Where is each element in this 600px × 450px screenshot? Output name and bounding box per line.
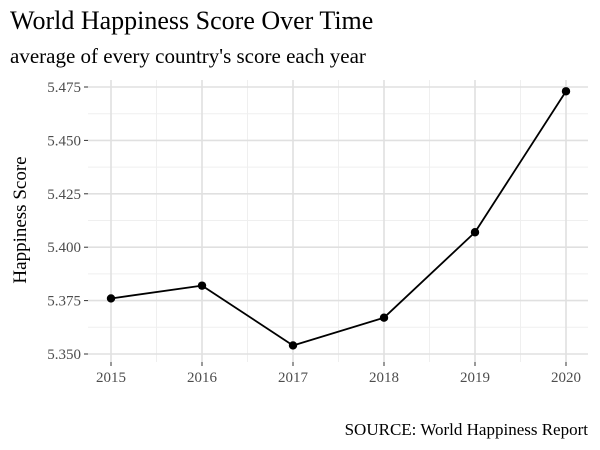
x-tick-label: 2016	[187, 370, 218, 386]
chart-caption: SOURCE: World Happiness Report	[344, 420, 588, 439]
y-tick-label: 5.400	[47, 240, 81, 256]
x-tick-label: 2019	[460, 370, 490, 386]
y-tick-label: 5.450	[47, 133, 81, 149]
series-line	[110, 90, 567, 347]
x-axis: 2015 2016 2017 2018 2019 2020	[96, 362, 581, 386]
x-tick-label: 2017	[278, 370, 309, 386]
y-tick-label: 5.350	[47, 347, 81, 363]
data-point-2019	[470, 228, 480, 237]
x-tick-label: 2018	[369, 370, 399, 386]
data-point-2018	[379, 313, 389, 322]
x-tick-label: 2015	[96, 370, 126, 386]
y-tick-label: 5.425	[47, 187, 81, 203]
y-axis-title: Happiness Score	[10, 156, 31, 283]
y-tick-label: 5.475	[47, 80, 81, 96]
chart-subtitle: average of every country's score each ye…	[10, 44, 366, 68]
data-point-2016	[197, 281, 207, 290]
data-point-2017	[288, 341, 298, 350]
x-tick-label: 2020	[551, 370, 581, 386]
data-point-2020	[561, 87, 571, 96]
series-group	[106, 87, 571, 350]
grid	[88, 80, 588, 362]
data-point-2015	[106, 294, 116, 303]
y-axis: 5.350 5.375 5.400 5.425 5.450 5.475	[47, 80, 88, 363]
chart-title: World Happiness Score Over Time	[10, 6, 374, 35]
y-tick-label: 5.375	[47, 294, 81, 310]
